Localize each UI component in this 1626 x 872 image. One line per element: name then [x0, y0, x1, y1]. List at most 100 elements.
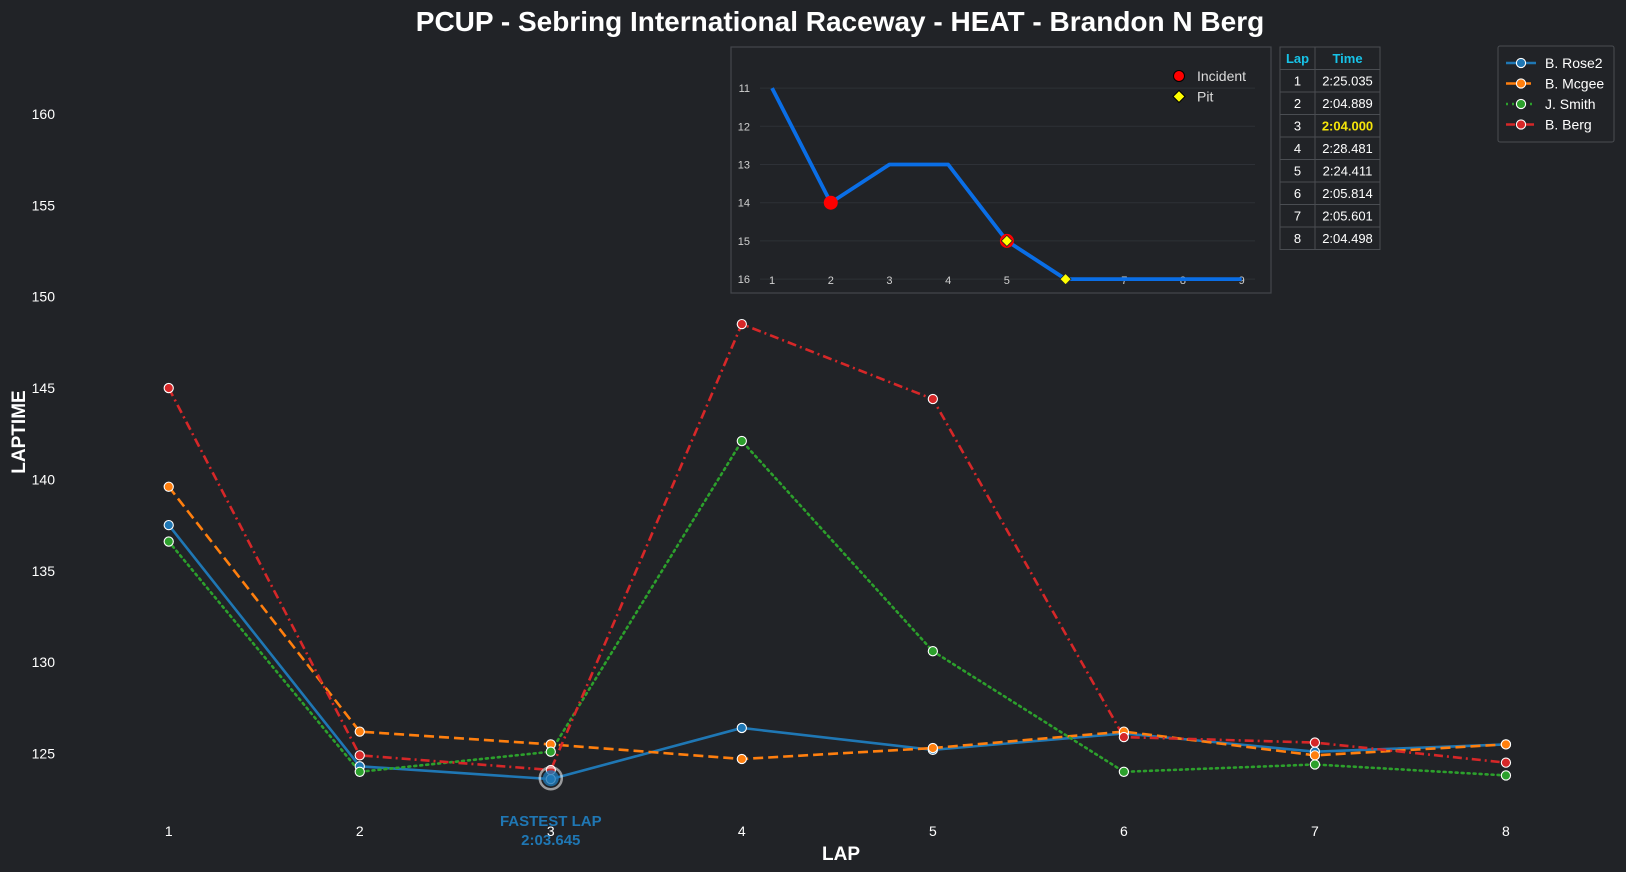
inset-x-tick: 4 — [945, 275, 951, 287]
position-inset-chart: 111213141516123456789IncidentPit — [730, 46, 1272, 294]
data-point-b-berg — [927, 393, 938, 405]
x-tick-label: 7 — [1311, 823, 1319, 839]
x-tick-label: 1 — [165, 823, 173, 839]
y-tick-label: 135 — [32, 563, 56, 579]
table-time-cell: 2:24.411 — [1323, 164, 1373, 179]
inset-legend-label: Incident — [1197, 68, 1246, 84]
table-lap-cell: 2 — [1294, 96, 1301, 111]
table-header-cell: Lap — [1286, 51, 1309, 66]
inset-legend-pit-marker — [1172, 89, 1186, 104]
x-tick-label: 4 — [738, 823, 746, 839]
chart-title: PCUP - Sebring International Raceway - H… — [416, 6, 1264, 37]
y-tick-label: 140 — [32, 471, 56, 487]
series-line-b-mcgee — [167, 485, 1507, 761]
legend-label: B. Rose2 — [1545, 55, 1603, 71]
table-lap-cell: 6 — [1294, 186, 1301, 201]
data-point-b-berg — [1118, 731, 1130, 743]
inset-y-tick: 15 — [738, 236, 750, 248]
data-point-b-berg — [354, 750, 365, 761]
inset-y-tick: 13 — [738, 160, 750, 172]
legend-swatch-marker — [1515, 98, 1527, 110]
data-point-b-mcgee — [927, 742, 938, 754]
data-point-b-mcgee — [163, 481, 174, 492]
table-time-cell: 2:05.601 — [1322, 209, 1373, 224]
table-lap-cell: 5 — [1294, 164, 1301, 179]
data-point-j-smith — [927, 646, 938, 657]
inset-x-tick: 5 — [1004, 275, 1010, 287]
y-tick-label: 130 — [32, 654, 56, 670]
inset-y-tick: 11 — [739, 83, 750, 95]
fastest-lap-label: FASTEST LAP — [500, 813, 602, 830]
data-point-j-smith — [354, 766, 365, 777]
data-point-b-berg — [163, 382, 174, 394]
table-lap-cell: 8 — [1294, 231, 1301, 246]
x-tick-label: 8 — [1502, 823, 1510, 839]
fastest-lap-time: 2:03.645 — [521, 832, 580, 849]
series-line-j-smith — [167, 439, 1508, 777]
inset-legend-label: Pit — [1197, 89, 1213, 105]
table-time-cell: 2:04.000 — [1322, 119, 1373, 134]
lap-time-table: Lap Time 1 2:25.035 2 2:04.889 3 2:04.000 4 2:28.… — [1279, 46, 1381, 250]
fastest-lap-marker-core — [542, 770, 559, 787]
table-time-cell: 2:04.498 — [1322, 231, 1373, 246]
data-point-b-berg — [1500, 757, 1512, 768]
inset-y-tick: 16 — [738, 274, 750, 286]
inset-x-tick: 1 — [769, 275, 775, 287]
y-tick-label: 155 — [32, 197, 56, 213]
inset-y-tick: 12 — [738, 121, 750, 133]
data-point-b-rose2 — [736, 722, 747, 734]
legend: B. Rose2 B. Mcgee J. Smith B. Berg — [1497, 45, 1615, 143]
y-axis-label: LAPTIME — [9, 390, 30, 473]
x-tick-label: 6 — [1120, 823, 1128, 839]
table-time-cell: 2:28.481 — [1322, 141, 1373, 156]
table-frame — [1279, 46, 1381, 250]
data-point-b-mcgee — [354, 726, 365, 737]
table-time-cell: 2:04.889 — [1322, 96, 1373, 111]
data-point-j-smith — [545, 746, 556, 757]
table-lap-cell: 1 — [1294, 74, 1301, 89]
data-point-j-smith — [163, 536, 174, 547]
data-point-j-smith — [736, 435, 747, 447]
inset-x-tick: 2 — [828, 275, 834, 287]
pit-marker — [1000, 234, 1013, 247]
legend-swatch-marker — [1515, 119, 1527, 130]
inset-y-tick: 14 — [738, 198, 750, 210]
table-lap-cell: 3 — [1294, 119, 1301, 134]
x-axis-label: LAP — [822, 844, 860, 865]
x-tick-label: 2 — [356, 823, 364, 839]
table-time-cell: 2:25.035 — [1322, 74, 1373, 89]
fastest-lap-marker — [538, 765, 564, 791]
series-line-b-berg — [167, 322, 1507, 772]
data-point-j-smith — [1500, 770, 1512, 781]
legend-swatch-marker — [1515, 78, 1527, 89]
legend-swatch-marker — [1515, 57, 1527, 69]
x-tick-label: 3 — [547, 823, 555, 839]
legend-box — [1497, 45, 1615, 143]
y-tick-label: 160 — [32, 106, 56, 122]
data-point-b-mcgee — [736, 753, 747, 765]
legend-label: B. Berg — [1545, 117, 1592, 133]
y-tick-label: 125 — [32, 746, 56, 762]
incident-marker — [823, 195, 838, 210]
data-point-b-berg — [736, 318, 747, 330]
data-point-j-smith — [1118, 766, 1130, 777]
table-time-cell: 2:05.814 — [1322, 186, 1373, 201]
y-tick-label: 150 — [32, 289, 56, 305]
data-point-b-mcgee — [1500, 739, 1512, 750]
pit-marker — [1059, 273, 1072, 286]
table-lap-cell: 7 — [1294, 209, 1301, 224]
data-point-b-mcgee — [1309, 750, 1321, 761]
legend-label: J. Smith — [1545, 96, 1596, 112]
data-point-j-smith — [1309, 759, 1321, 770]
table-header-cell: Time — [1332, 51, 1362, 66]
inset-x-tick: 3 — [886, 275, 892, 287]
data-point-b-rose2 — [163, 519, 174, 531]
legend-label: B. Mcgee — [1545, 76, 1604, 92]
y-tick-label: 145 — [32, 380, 56, 396]
inset-legend-incident-marker — [1173, 70, 1185, 82]
data-point-b-berg — [1309, 737, 1321, 748]
x-tick-label: 5 — [929, 823, 937, 839]
table-lap-cell: 4 — [1294, 141, 1301, 156]
